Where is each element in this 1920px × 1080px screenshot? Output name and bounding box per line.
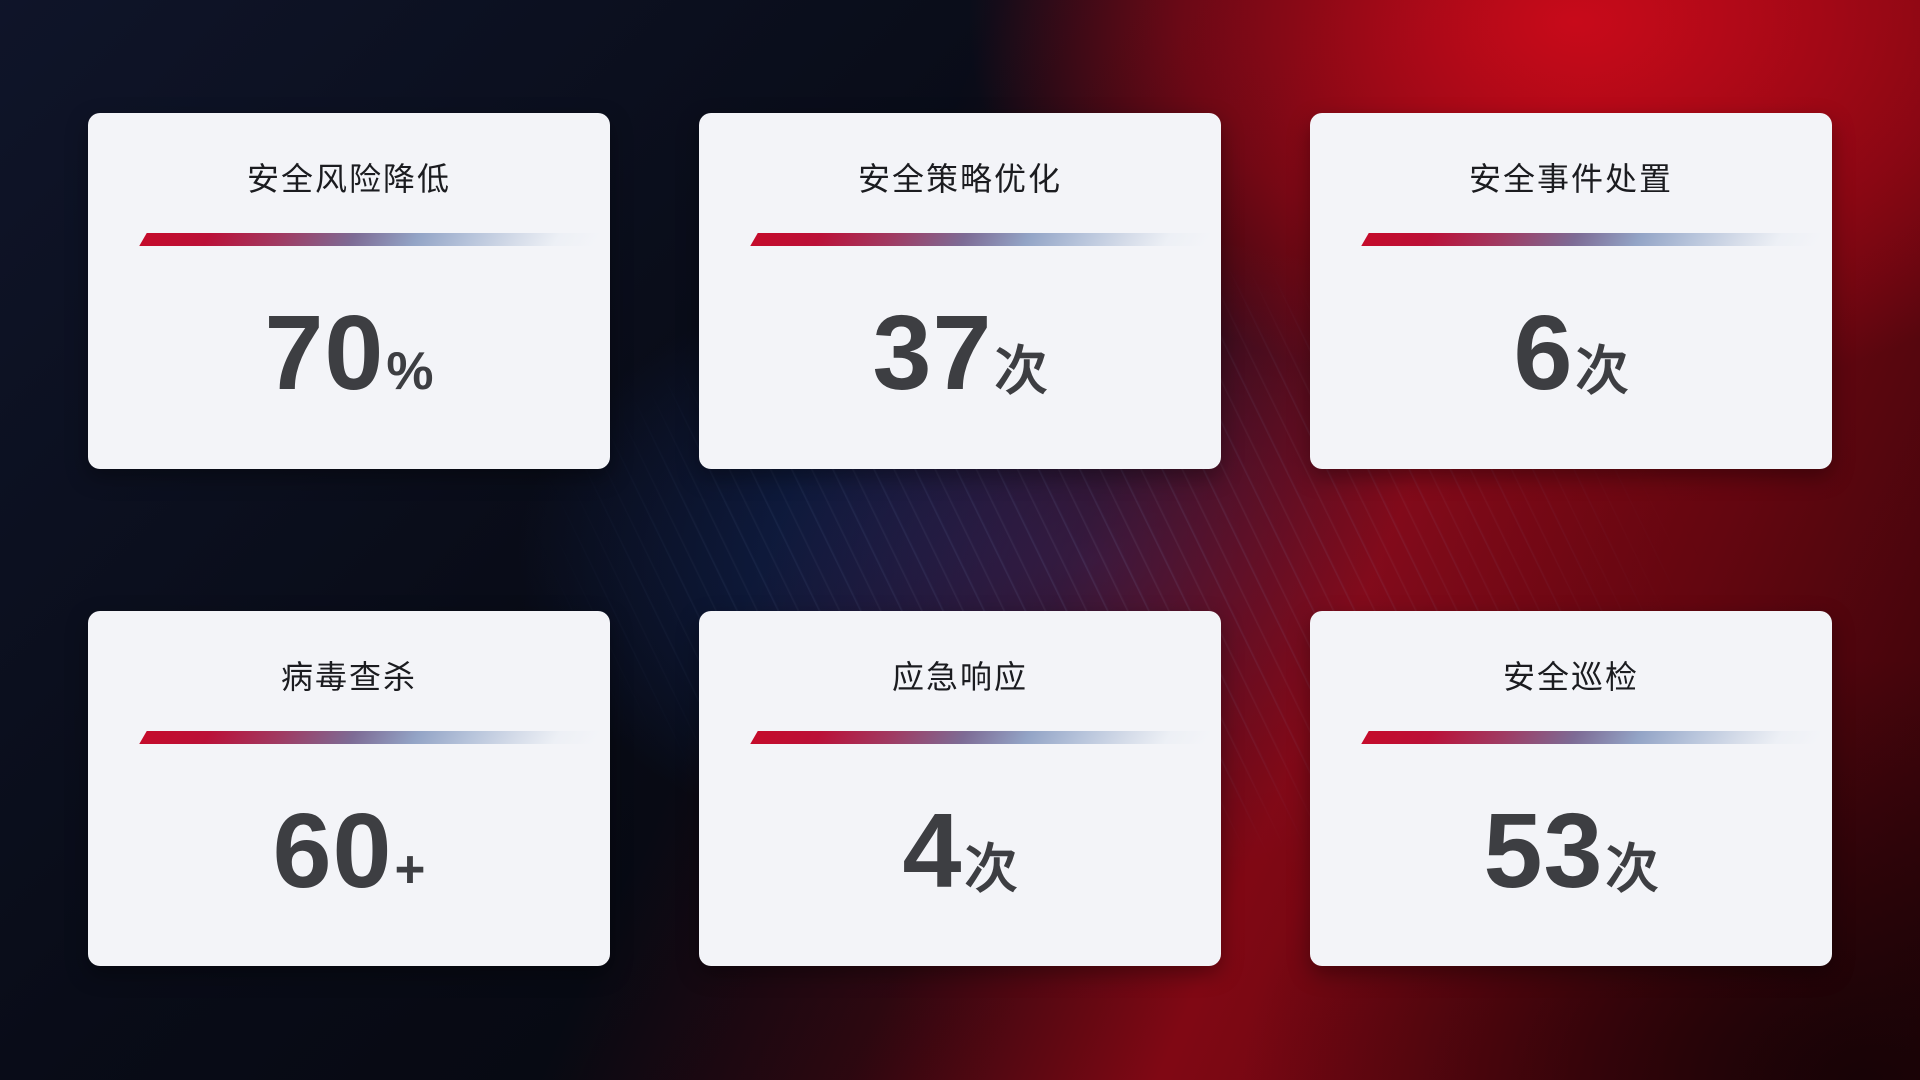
stat-unit: 次: [1575, 342, 1629, 401]
stat-card-security-inspection: 安全巡检 53次: [1310, 610, 1832, 966]
stat-number: 4: [902, 791, 963, 910]
stat-card-incident-handling: 安全事件处置 6次: [1310, 113, 1832, 469]
stat-title: 安全策略优化: [857, 161, 1062, 197]
stat-value: 70%: [88, 295, 610, 411]
stat-card-virus-scan: 病毒查杀 60+: [88, 610, 610, 966]
stat-card-emergency-response: 应急响应 4次: [699, 610, 1221, 966]
accent-divider: [750, 233, 1213, 246]
stat-unit: 次: [994, 342, 1048, 401]
stat-title: 病毒查杀: [280, 658, 417, 695]
stat-title: 安全事件处置: [1468, 161, 1673, 197]
stat-title: 安全风险降低: [246, 161, 451, 197]
stat-unit: 次: [964, 839, 1018, 899]
stat-number: 37: [872, 294, 993, 412]
stat-title: 安全巡检: [1502, 658, 1639, 695]
stat-card-policy-optimization: 安全策略优化 37次: [699, 113, 1221, 469]
accent-divider: [1361, 233, 1824, 246]
stat-number: 6: [1513, 294, 1574, 412]
accent-divider: [139, 730, 602, 744]
accent-divider: [1361, 730, 1824, 744]
stat-number: 60: [272, 791, 393, 910]
stat-value: 4次: [699, 793, 1221, 909]
stat-number: 53: [1483, 791, 1604, 910]
stat-unit: +: [394, 839, 426, 899]
accent-divider: [750, 730, 1213, 744]
stat-card-risk-reduction: 安全风险降低 70%: [88, 113, 610, 469]
stat-unit: %: [386, 342, 434, 401]
stat-unit: 次: [1605, 839, 1659, 899]
stat-value: 37次: [699, 295, 1221, 411]
stat-number: 70: [264, 294, 385, 412]
stat-title: 应急响应: [891, 658, 1028, 695]
stat-value: 60+: [88, 793, 610, 909]
stat-value: 6次: [1310, 295, 1832, 411]
accent-divider: [139, 233, 602, 246]
stat-value: 53次: [1310, 793, 1832, 909]
